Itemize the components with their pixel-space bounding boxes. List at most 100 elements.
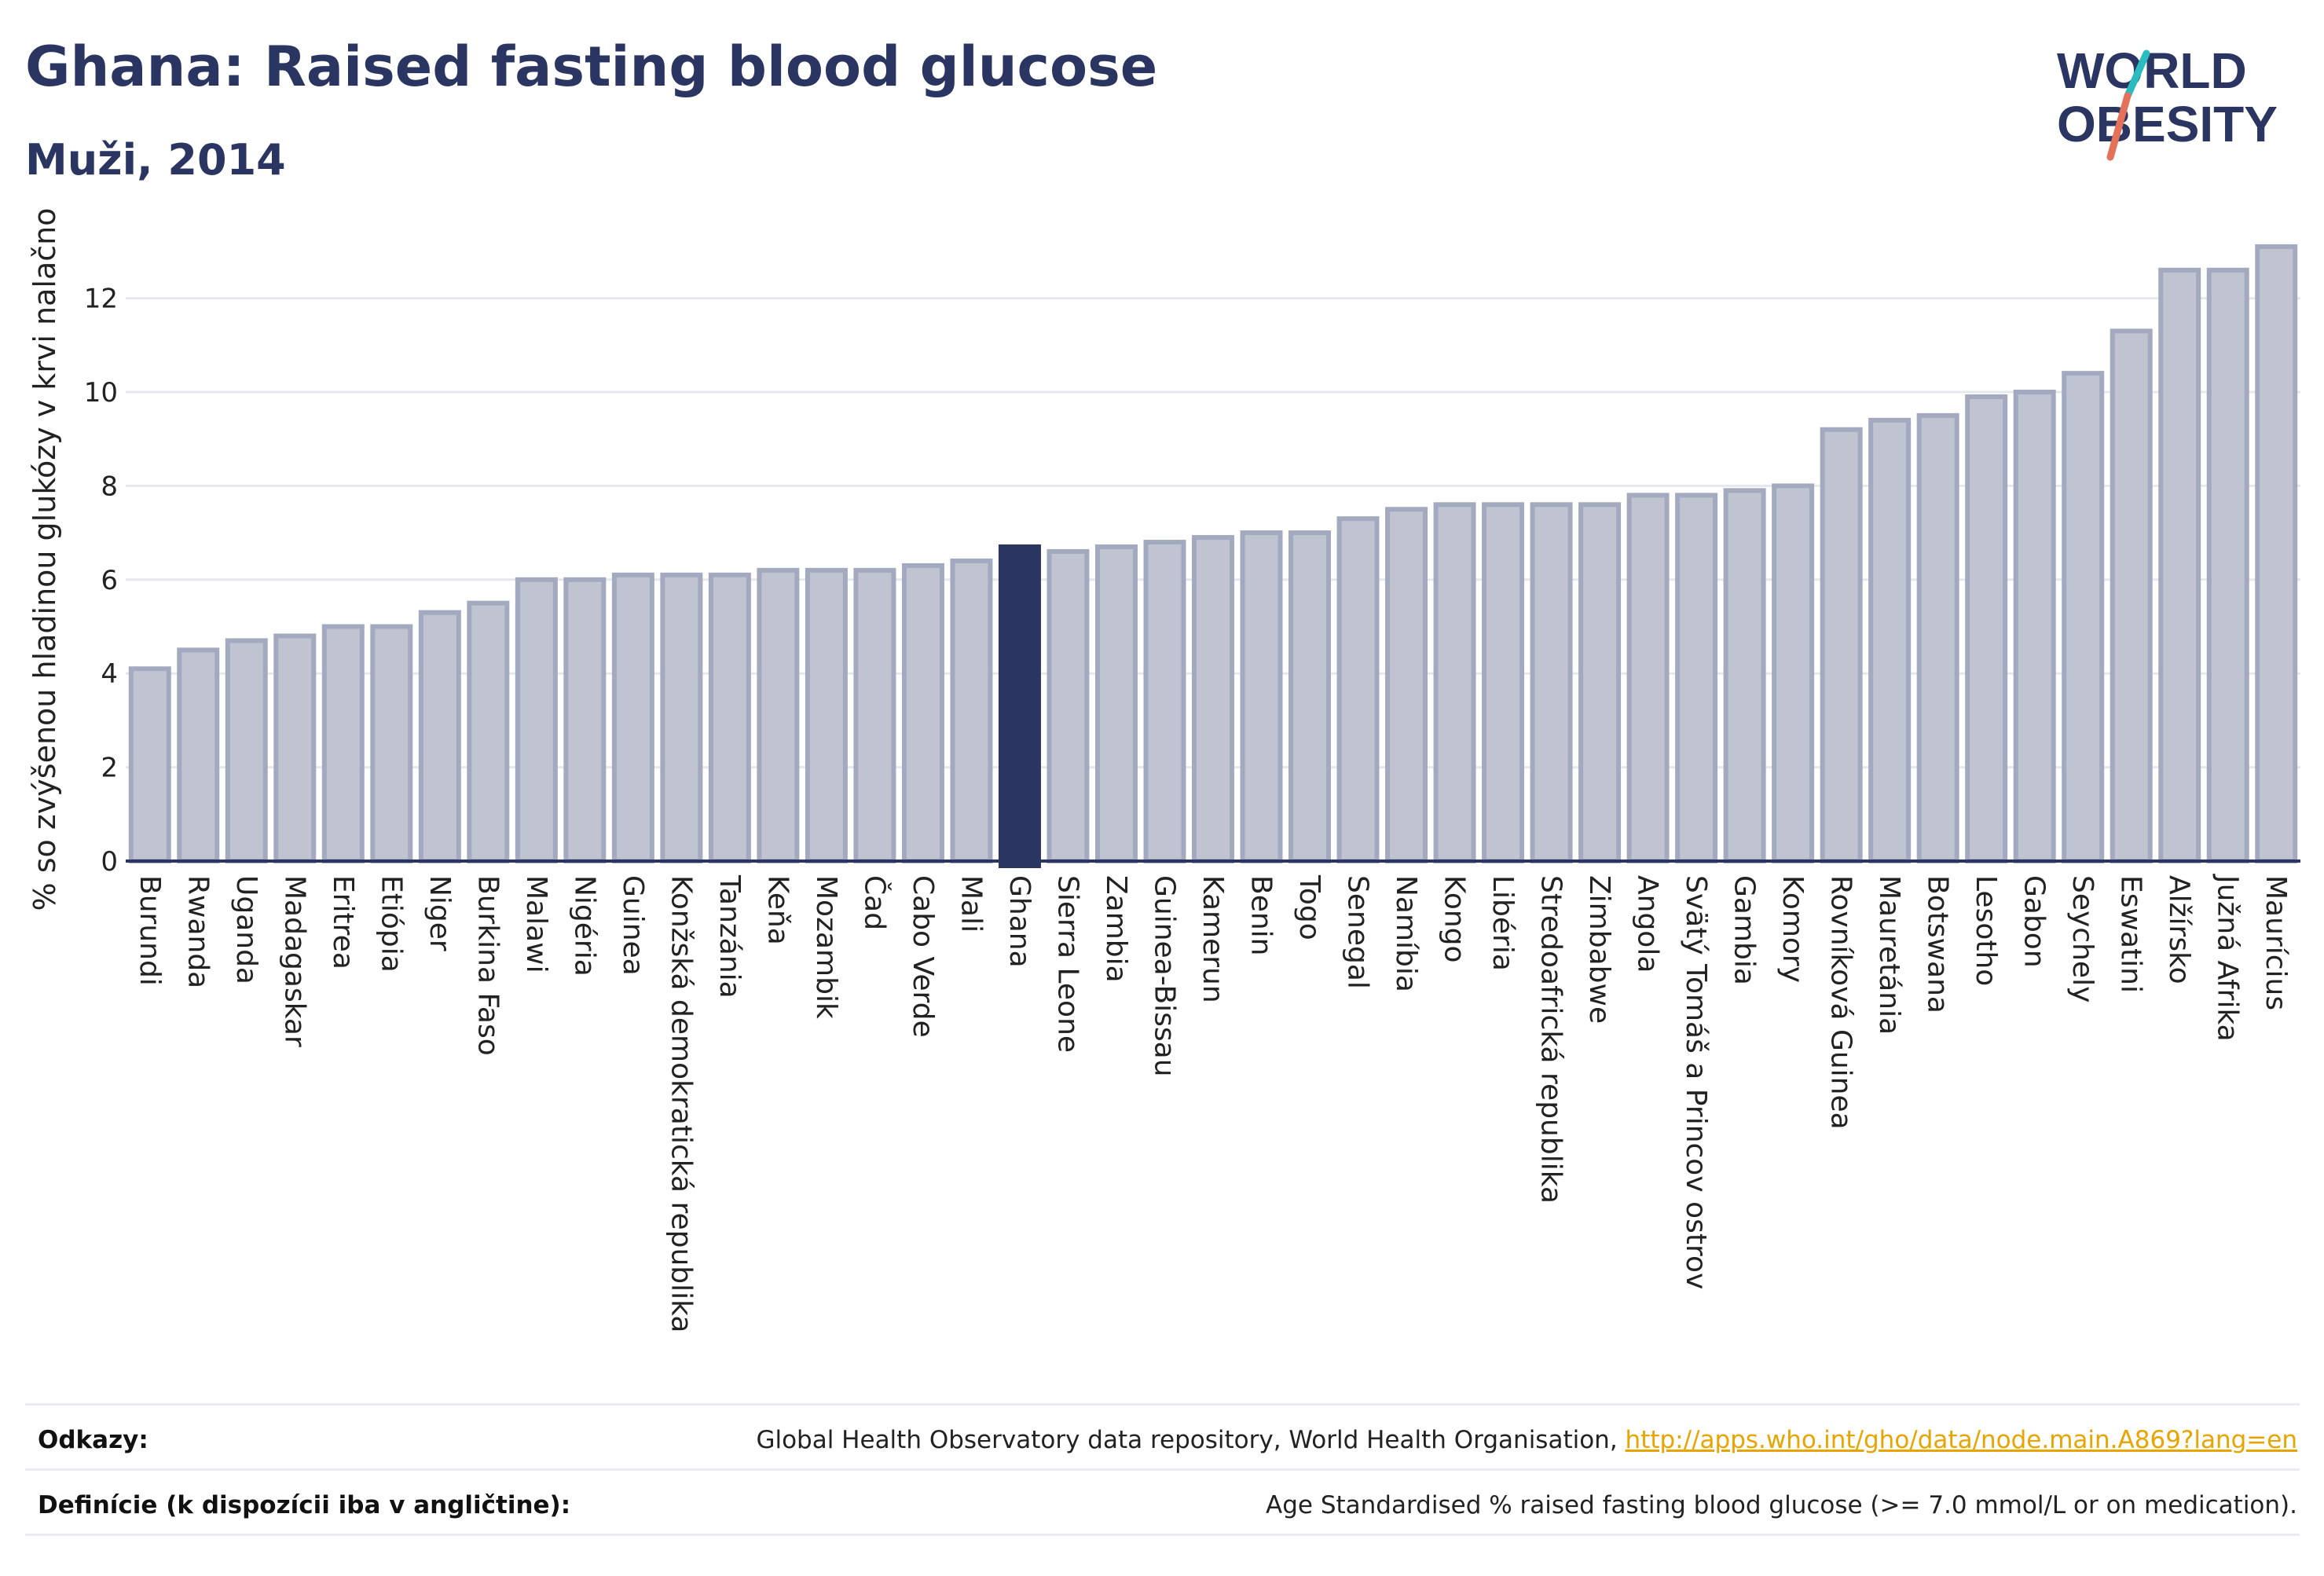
x-tick-label: Kamerun — [1197, 875, 1229, 1003]
definitions-label: Definície (k dispozícii iba v angličtine… — [38, 1491, 571, 1519]
x-tick-label: Mali — [955, 875, 987, 933]
bar — [225, 638, 268, 863]
bar — [2013, 390, 2056, 863]
footer-divider-bottom — [25, 1534, 2300, 1536]
bar — [418, 610, 461, 864]
logo-line2: OBESITY — [2057, 96, 2278, 152]
x-tick-label: Komory — [1776, 875, 1809, 983]
bar — [1820, 427, 1863, 863]
references-label: Odkazy: — [38, 1426, 148, 1454]
bar — [805, 567, 848, 863]
x-tick-label: Namíbia — [1390, 875, 1422, 992]
x-tick-label: Togo — [1293, 874, 1325, 940]
x-tick-label: Benin — [1245, 875, 1277, 955]
y-tick-label: 2 — [101, 753, 118, 784]
bar — [1578, 502, 1622, 864]
x-tick-label: Maurícius — [2260, 875, 2292, 1010]
bar — [708, 572, 751, 864]
x-tick-label: Guinea-Bissau — [1148, 875, 1180, 1077]
x-tick-label: Konžská demokratická republika — [665, 875, 697, 1332]
bar-chart: 0 2 4 6 8 10 12 % so zvýšenou hladinou glukózy … — [27, 208, 2300, 1332]
footer-divider-top — [25, 1403, 2300, 1406]
bar — [1772, 483, 1815, 864]
references-link[interactable]: http://apps.who.int/gho/data/node.main.A… — [1625, 1426, 2297, 1454]
references-text: Global Health Observatory data repositor… — [756, 1426, 2297, 1454]
y-tick-label: 6 — [101, 565, 118, 596]
x-tick-label: Gambia — [1728, 875, 1761, 985]
bar — [1626, 493, 1670, 864]
bar — [515, 577, 558, 863]
x-tick-label: Zimbabwe — [1583, 875, 1615, 1024]
x-tick-label: Angola — [1632, 875, 1664, 973]
x-tick-label: Eswatini — [2115, 875, 2147, 993]
bar — [1192, 535, 1234, 863]
chart-title: Ghana: Raised fasting blood glucose — [25, 35, 1158, 99]
x-tick-label: Zambia — [1100, 875, 1132, 983]
bar — [1723, 488, 1766, 863]
x-tick-label: Madagaskar — [278, 875, 310, 1047]
x-tick-label: Botswana — [1922, 875, 1954, 1013]
x-tick-label: Svätý Tomáš a Princov ostrov — [1680, 875, 1712, 1289]
bar — [273, 633, 317, 863]
x-tick-label: Rwanda — [181, 875, 214, 988]
x-tick-label: Mauretánia — [1873, 875, 1905, 1035]
x-tick-label: Tanzánia — [713, 874, 746, 999]
bar — [1675, 493, 1718, 864]
y-axis-title: % so zvýšenou hladinou glukózy v krvi na… — [27, 208, 62, 911]
bar — [1047, 548, 1090, 863]
x-tick-label: Nigéria — [568, 875, 600, 977]
x-tick-label: Uganda — [230, 875, 262, 984]
x-tick-label: Južná Afrika — [2212, 874, 2244, 1042]
references-source: Global Health Observatory data repositor… — [756, 1426, 1626, 1454]
x-tick-label: Gabon — [2018, 875, 2051, 968]
bar — [1336, 516, 1380, 863]
x-tick-label: Rovníková Guinea — [1825, 875, 1857, 1130]
logo-slash-bottom — [2106, 92, 2132, 161]
bar — [950, 558, 993, 863]
x-tick-label: Guinea — [617, 875, 649, 976]
x-tick-label: Sierra Leone — [1051, 875, 1083, 1053]
bar — [1965, 394, 2008, 864]
footer-divider-middle — [25, 1468, 2300, 1471]
bar — [1433, 502, 1476, 864]
bar — [1385, 507, 1428, 863]
bar — [1482, 502, 1525, 864]
bar — [467, 600, 510, 864]
bar — [660, 572, 703, 864]
x-tick-label: Keňa — [761, 875, 794, 945]
x-tick-label: Libéria — [1486, 875, 1519, 971]
bar — [2110, 328, 2153, 863]
x-tick-label: Senegal — [1342, 875, 1374, 989]
chart-subtitle: Muži, 2014 — [25, 135, 286, 185]
y-tick-label: 8 — [101, 471, 118, 502]
x-tick-label: Kongo — [1439, 875, 1471, 963]
bar — [1868, 417, 1912, 863]
world-obesity-logo: WORLD OBESITY — [2057, 42, 2278, 161]
x-tick-label: Burkina Faso — [471, 875, 504, 1056]
bar — [1143, 540, 1186, 863]
bar — [2158, 267, 2201, 863]
definitions-text: Age Standardised % raised fasting blood … — [1266, 1491, 2297, 1519]
bar — [177, 647, 220, 863]
x-tick-label: Stredoafrická republika — [1535, 875, 1567, 1204]
y-tick-label: 10 — [84, 377, 118, 409]
x-tick-label: Burundi — [134, 875, 166, 986]
x-tick-label: Cabo Verde — [907, 875, 939, 1038]
bar — [1240, 530, 1283, 863]
x-tick-label: Malawi — [520, 875, 552, 973]
y-tick-label: 0 — [101, 846, 118, 878]
x-tick-label: Mozambik — [810, 875, 842, 1019]
logo-line1: WORLD — [2057, 42, 2247, 99]
bar — [563, 577, 607, 863]
x-tick-label: Seychely — [2066, 875, 2099, 1002]
bar — [370, 624, 413, 863]
bar-highlight — [998, 544, 1041, 868]
bar — [2206, 267, 2249, 863]
x-tick-label: Lesotho — [1970, 875, 2002, 986]
x-tick-label: Ghana — [1003, 875, 1036, 968]
bar — [1530, 502, 1573, 864]
x-tick-label: Alžírsko — [2163, 875, 2195, 984]
x-tick-label: Etiópia — [375, 875, 407, 973]
bar — [757, 567, 800, 863]
bar — [853, 567, 896, 863]
